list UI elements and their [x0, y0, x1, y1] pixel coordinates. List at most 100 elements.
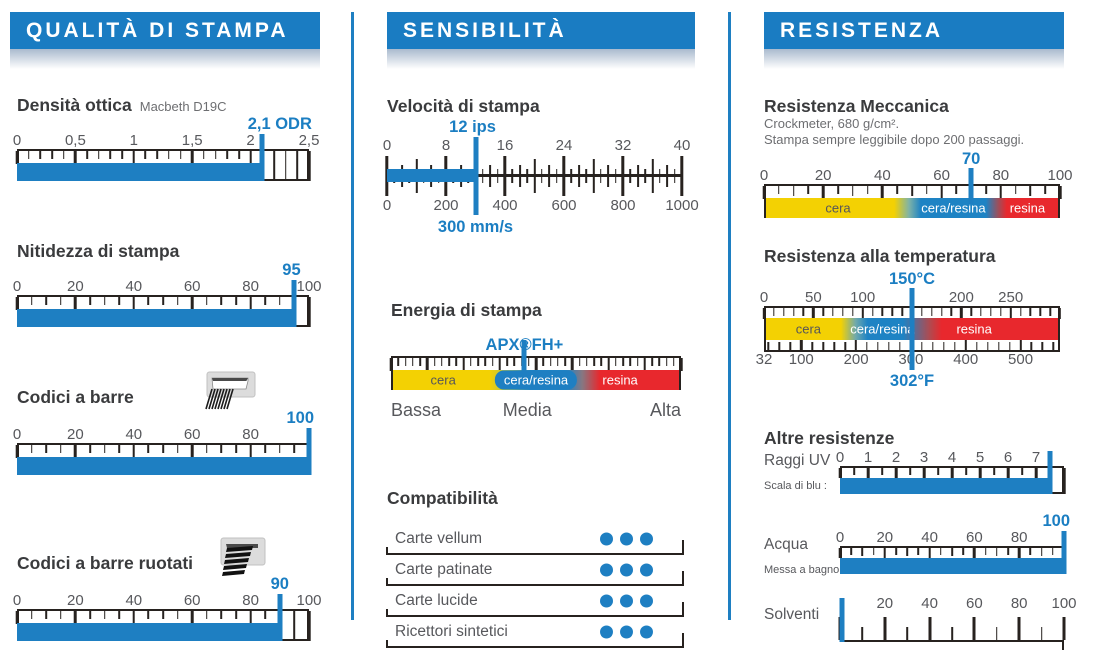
tick: [15, 151, 19, 164]
tick-label: 24: [555, 137, 573, 154]
tick: [990, 308, 992, 316]
tick: [960, 308, 963, 319]
codici-ruotati-title: Codici a barre ruotati: [17, 553, 194, 573]
tick: [132, 297, 136, 310]
tick: [190, 151, 194, 164]
densita-title-row: Densità ottica Macbeth D19C: [17, 95, 309, 115]
compat-row-label: Carte lucide: [395, 591, 478, 609]
compat-row-label: Carte patinate: [395, 560, 493, 578]
tick: [962, 548, 964, 555]
tick-label: 0: [12, 132, 22, 149]
section-header-qualita: QUALITÀ DI STAMPA: [10, 12, 320, 69]
tick: [792, 186, 795, 196]
energia-gauge: cera cera/resina resina Bassa Media Alta: [389, 340, 683, 422]
tick: [1019, 308, 1022, 316]
tick: [89, 611, 91, 619]
tick-label: 600: [551, 197, 577, 214]
tick-label: 0,5: [64, 132, 86, 149]
tick: [980, 308, 982, 316]
column-sensibilita: SENSIBILITÀ Velocità di stampa 12 ips 0 8…: [383, 12, 699, 648]
tick: [844, 342, 846, 350]
tick-label: 40: [125, 278, 143, 295]
section-title: QUALITÀ DI STAMPA: [26, 19, 289, 42]
tick-label: 0: [759, 167, 769, 184]
tick-label: 40: [921, 529, 938, 546]
codici-block: Codici a barre 100: [13, 371, 314, 475]
tick: [132, 445, 136, 458]
tick-label: 40: [125, 426, 143, 443]
tick: [593, 358, 595, 366]
tick: [666, 165, 669, 187]
tick: [570, 169, 573, 183]
tick: [249, 151, 252, 164]
tick: [238, 151, 240, 159]
tick: [469, 358, 472, 366]
tick: [672, 358, 675, 366]
tick: [1058, 308, 1062, 319]
section-header-sensibilita: SENSIBILITÀ: [387, 12, 695, 69]
tick: [220, 445, 223, 453]
rating-dot: [640, 625, 653, 638]
velocita-gauge: 0 8 16 24 32 40 0 200 400 600 800 1000: [383, 137, 699, 215]
tick: [866, 468, 870, 478]
tick: [773, 308, 775, 316]
tick-label: 0: [382, 137, 392, 154]
tick: [1000, 308, 1002, 316]
tick: [592, 159, 595, 193]
tick: [877, 342, 879, 350]
tick-label: 80: [992, 167, 1010, 184]
rating-dot: [640, 563, 653, 576]
tick: [614, 169, 617, 183]
band-label: cera: [825, 200, 851, 216]
compat-rating-dots: [600, 563, 653, 576]
tick: [999, 186, 1003, 199]
tick-label: 80: [242, 426, 259, 443]
tick: [118, 445, 120, 453]
tick: [147, 611, 150, 619]
rating-dot: [640, 532, 653, 545]
tick-label: 0: [759, 289, 769, 306]
tick: [767, 342, 770, 350]
tick-label: 400: [953, 351, 979, 368]
tick-label: 0: [12, 278, 22, 295]
tick-label: 100: [1047, 167, 1073, 184]
band-label: cera/resina: [921, 200, 986, 216]
compat-row: Carte vellum: [386, 524, 684, 555]
tick: [518, 165, 521, 187]
band-label: resina: [1009, 200, 1046, 216]
nitidezza-title: Nitidezza di stampa: [17, 241, 180, 261]
tick: [273, 151, 275, 181]
tick: [1040, 548, 1043, 556]
tick: [922, 468, 926, 478]
value-marker: [839, 598, 845, 642]
column-divider: [351, 12, 354, 620]
tick: [556, 358, 559, 366]
tick: [871, 308, 874, 316]
meccanica-block: Resistenza Meccanica Crockmeter, 680 g/c…: [760, 96, 1073, 218]
tick: [883, 617, 887, 640]
tick: [419, 358, 421, 366]
tick: [993, 468, 995, 475]
tick: [284, 151, 287, 181]
column-resistenza: RESISTENZA Resistenza Meccanica Crockmet…: [756, 12, 1077, 650]
tick: [607, 165, 610, 187]
tick: [852, 308, 854, 316]
tick: [203, 151, 205, 159]
tick: [132, 151, 136, 164]
tick: [854, 339, 858, 350]
tick: [600, 358, 603, 366]
tick: [279, 445, 281, 453]
tick: [621, 156, 625, 196]
tick: [293, 445, 296, 453]
tick: [506, 358, 508, 366]
tick: [45, 297, 47, 305]
tick-label: 100: [296, 278, 322, 295]
barcode-printer-icon: [195, 371, 259, 416]
tick: [955, 186, 958, 194]
tick: [109, 151, 112, 159]
tick: [636, 165, 639, 187]
tick-labels: 0 20 40 60 80 100: [13, 278, 322, 295]
tick: [577, 165, 580, 187]
tick-labels: 0 20 40 60 80: [13, 426, 309, 443]
tick: [906, 627, 908, 640]
